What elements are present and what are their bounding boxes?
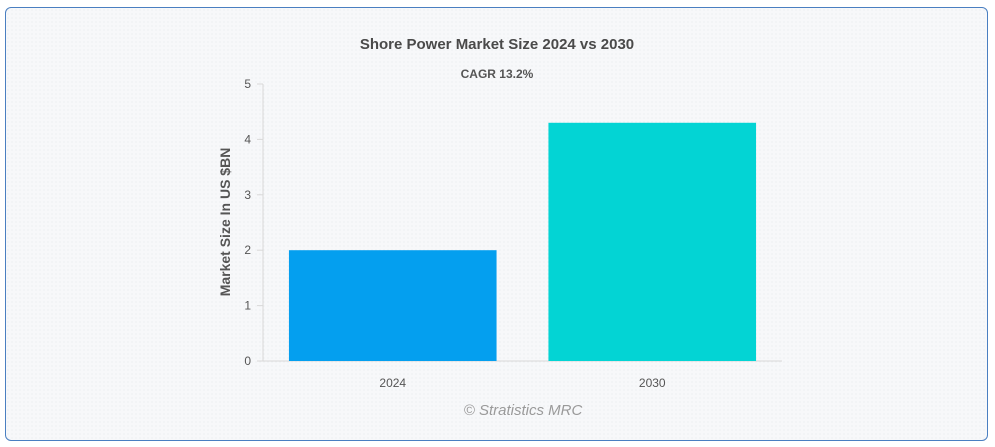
chart-title: Shore Power Market Size 2024 vs 2030	[360, 36, 634, 53]
y-tick-label: 0	[244, 354, 251, 368]
chart-subtitle: CAGR 13.2%	[461, 67, 534, 81]
bar-2030[interactable]	[548, 122, 757, 361]
x-axis-ticks: 2024 2030	[379, 376, 666, 390]
y-axis-label: Market Size In US $BN	[217, 148, 233, 297]
x-tick-label: 2030	[639, 376, 666, 390]
credit-text: © Stratistics MRC	[464, 402, 583, 419]
y-axis-ticks: 0 1 2 3 4 5	[244, 77, 263, 368]
x-tick-label: 2024	[379, 376, 406, 390]
y-tick-label: 4	[244, 132, 251, 146]
chart-frame	[5, 7, 988, 441]
y-tick-label: 1	[244, 299, 251, 313]
bar-2024[interactable]	[288, 250, 497, 361]
y-tick-label: 3	[244, 188, 251, 202]
y-tick-label: 2	[244, 243, 251, 257]
bar-group	[288, 122, 757, 361]
y-tick-label: 5	[244, 77, 251, 91]
